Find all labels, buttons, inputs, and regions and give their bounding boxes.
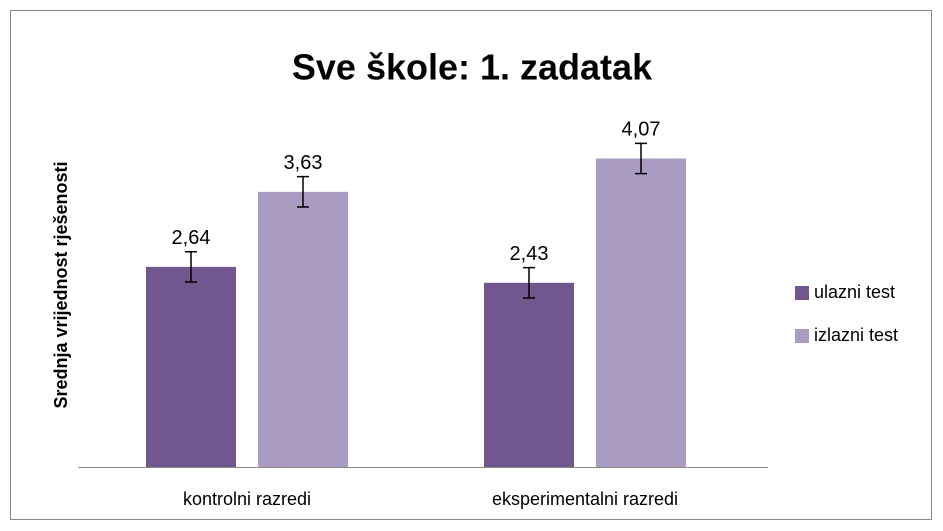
data-label: 2,64	[172, 227, 211, 249]
legend-swatch	[795, 286, 809, 300]
x-tick-label: kontrolni razredi	[183, 489, 311, 509]
data-label: 3,63	[284, 152, 323, 174]
bar	[484, 282, 574, 467]
error-bar	[297, 175, 309, 208]
bar	[596, 158, 686, 467]
legend-swatch	[795, 329, 809, 343]
data-label: 4,07	[622, 119, 661, 141]
chart-title: Sve škole: 1. zadatak	[292, 47, 653, 88]
y-axis-label: Srednja vrijednost rješenosti	[51, 161, 71, 408]
data-label: 2,43	[510, 243, 549, 265]
legend-label: ulazni test	[814, 282, 895, 302]
bar	[146, 266, 236, 467]
x-tick-label: eksperimentalni razredi	[492, 489, 678, 509]
bar	[258, 191, 348, 467]
error-bar	[635, 142, 647, 175]
error-bar	[523, 266, 535, 299]
error-bar	[185, 250, 197, 283]
legend-label: izlazni test	[814, 325, 898, 345]
